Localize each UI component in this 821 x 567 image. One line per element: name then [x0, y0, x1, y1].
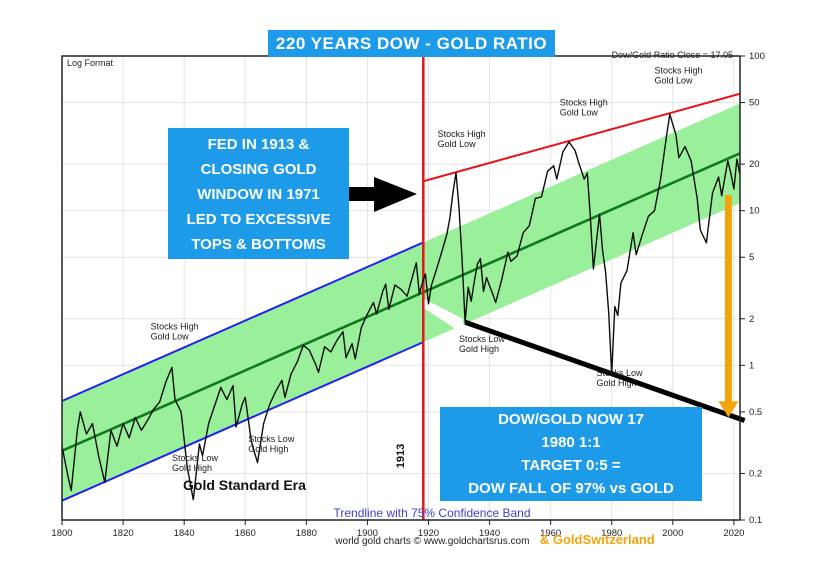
upper-blue-line: [61, 241, 424, 402]
peak-trough-annotation: Stocks High Gold Low: [654, 66, 702, 86]
log-format-label: Log Format: [67, 58, 114, 68]
ratio-close-label: Dow/Gold Ratio Close = 17.05: [611, 50, 733, 60]
y-tick-label: 5: [749, 252, 754, 263]
credit-text: world gold charts © www.goldchartsrus.co…: [335, 536, 530, 547]
y-tick-label: 100: [749, 51, 765, 62]
x-tick-label: 1940: [479, 528, 500, 539]
credit-line: world gold charts © www.goldchartsrus.co…: [150, 531, 821, 549]
peak-trough-annotation: Stocks High Gold Low: [438, 129, 486, 149]
peak-trough-annotation: Stocks Low Gold High: [172, 453, 219, 473]
orange-drop-arrow-head: [718, 401, 739, 418]
credit-brand: & GoldSwitzerland: [539, 532, 655, 547]
x-tick-label: 1860: [235, 528, 256, 539]
target-callout-line: TARGET 0:5 =: [521, 457, 621, 474]
y-tick-label: 0.2: [749, 468, 762, 479]
y-tick-label: 0.5: [749, 407, 762, 418]
year-1913-label: 1913: [395, 443, 407, 469]
x-tick-label: 1960: [540, 528, 561, 539]
trendline-caption: Trendline with 75% Confidence Band: [333, 506, 531, 520]
x-tick-label: 1980: [601, 528, 622, 539]
target-callout-line: DOW FALL OF 97% vs GOLD: [468, 480, 674, 497]
target-callout-line: 1980 1:1: [541, 434, 601, 451]
target-callout-line: DOW/GOLD NOW 17: [498, 411, 644, 428]
peak-trough-annotation: Stocks High Gold Low: [560, 97, 608, 117]
x-tick-label: 1880: [296, 528, 317, 539]
x-tick-label: 2000: [662, 528, 683, 539]
peak-trough-annotation: Stocks High Gold Low: [151, 322, 199, 342]
peak-trough-annotation: Stocks Low Gold High: [596, 368, 643, 388]
white-break-wedge: [423, 298, 463, 334]
fed-callout-line: CLOSING GOLD: [200, 161, 317, 178]
x-tick-label: 1840: [174, 528, 195, 539]
y-tick-label: 50: [749, 98, 760, 109]
lower-blue-line: [61, 341, 424, 502]
y-tick-label: 1: [749, 360, 754, 371]
y-tick-label: 2: [749, 314, 754, 325]
red-resistance-line: [423, 92, 741, 183]
x-tick-label: 1820: [113, 528, 134, 539]
x-tick-label: 1800: [51, 528, 72, 539]
x-tick-label: 1920: [418, 528, 439, 539]
gold-standard-era-label: Gold Standard Era: [183, 477, 306, 493]
y-tick-label: 20: [749, 159, 760, 170]
peak-trough-annotation: Stocks Low Gold High: [459, 334, 506, 354]
trend-center-line: [61, 152, 741, 453]
fed-callout-line: FED IN 1913 &: [207, 136, 310, 153]
fed-callout-line: TOPS & BOTTOMS: [191, 236, 326, 253]
fed-callout-line: WINDOW IN 1971: [197, 186, 320, 203]
y-tick-label: 0.1: [749, 515, 762, 526]
fed-callout-line: LED TO EXCESSIVE: [186, 211, 331, 228]
chart-title-banner: 220 YEARS DOW - GOLD RATIO: [268, 30, 555, 57]
x-tick-label: 1900: [357, 528, 378, 539]
peak-trough-annotation: Stocks Low Gold High: [248, 434, 295, 454]
black-callout-arrow: [349, 177, 417, 212]
price-line: [61, 113, 741, 501]
x-tick-label: 2020: [723, 528, 744, 539]
dow-gold-target-callout: DOW/GOLD NOW 17 1980 1:1 TARGET 0:5 = DO…: [440, 407, 702, 501]
fed-1913-callout: FED IN 1913 & CLOSING GOLD WINDOW IN 197…: [168, 128, 349, 259]
black-target-trendline: [464, 319, 746, 423]
y-tick-label: 10: [749, 206, 760, 217]
